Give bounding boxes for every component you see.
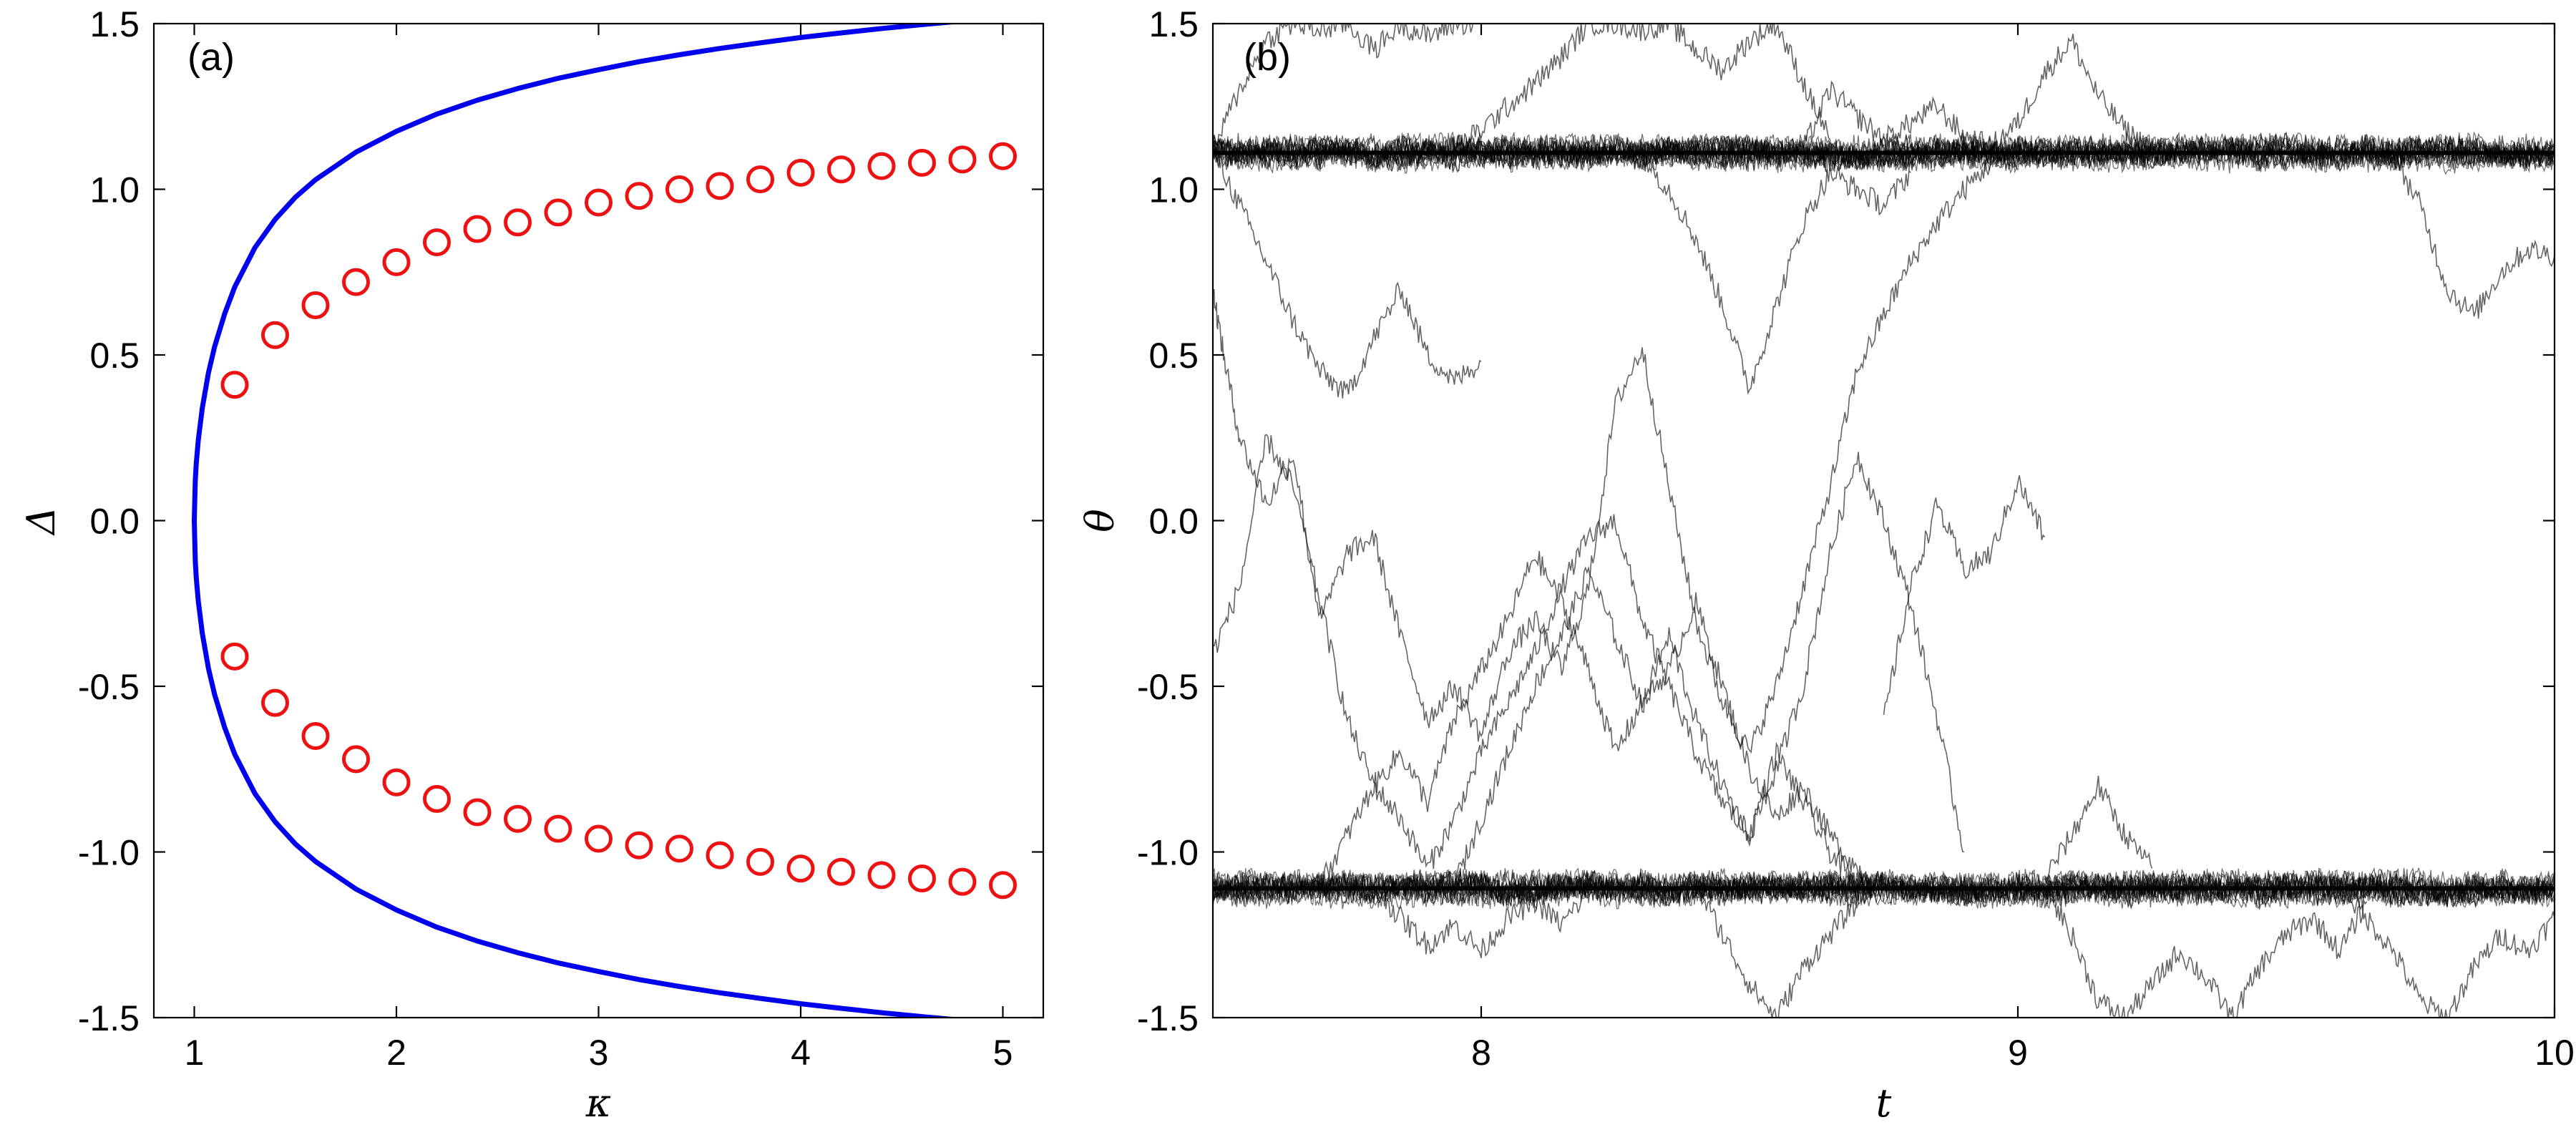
marker-upper	[261, 321, 289, 349]
trajectory	[1453, 565, 1885, 893]
marker-upper	[342, 268, 370, 296]
marker-upper	[544, 198, 572, 227]
marker-upper	[625, 182, 653, 210]
x-tick-label: 3	[589, 1033, 609, 1073]
marker-upper	[706, 172, 734, 200]
marker-upper	[504, 208, 532, 237]
x-tick-label: 1	[185, 1033, 205, 1073]
trajectory	[1373, 886, 1589, 958]
y-tick-label: -0.5	[1137, 667, 1199, 707]
marker-upper	[827, 155, 855, 184]
marker-upper	[908, 148, 936, 177]
marker-lower	[301, 721, 330, 750]
y-tick-label: -1.0	[1137, 833, 1199, 873]
panel-a: 1 2 3 4 5 -1.5 -1.0 -0.5 0.0 0.5 1.0 1.5 κ Δ (a)	[19, 4, 1045, 1126]
marker-lower	[706, 841, 734, 869]
trajectory-bundle	[1213, 135, 2555, 175]
marker-lower	[342, 745, 370, 774]
trajectory	[1802, 34, 2153, 156]
marker-lower	[827, 857, 855, 886]
marker-upper	[746, 165, 774, 194]
marker-upper	[463, 215, 492, 243]
y-tick-label: -1.5	[78, 998, 140, 1038]
plot-area	[1213, 24, 2555, 1018]
marker-upper	[786, 158, 815, 187]
y-tick-label: 0.5	[1148, 336, 1199, 376]
trajectory	[2339, 877, 2555, 1018]
marker-lower	[948, 867, 977, 896]
marker-upper	[382, 248, 411, 276]
trajectory	[1213, 147, 2046, 754]
y-tick-label: 1.5	[1148, 4, 1199, 44]
x-tick-label: 5	[993, 1033, 1013, 1073]
x-axis-title: t	[1876, 1081, 1892, 1126]
y-tick-label: 0.0	[89, 502, 140, 542]
trajectory	[1213, 24, 1481, 146]
x-tick-label: 9	[2008, 1033, 2028, 1073]
marker-lower	[786, 854, 815, 883]
trajectory	[1641, 152, 1911, 396]
x-tick-label: 4	[791, 1033, 811, 1073]
trajectory	[1695, 879, 1858, 1018]
trajectory-bundle	[1213, 867, 2555, 910]
marker-upper	[665, 175, 693, 203]
marker-lower	[261, 688, 289, 717]
y-axis-title: Δ	[19, 507, 64, 536]
marker-lower	[867, 861, 896, 890]
plot-frame	[1211, 22, 2556, 1019]
marker-lower	[908, 864, 936, 893]
marker-lower	[463, 798, 492, 827]
marker-lower	[220, 642, 249, 671]
y-axis-title: θ	[1078, 509, 1123, 532]
marker-lower	[423, 784, 451, 813]
marker-lower	[585, 824, 613, 853]
marker-lower	[625, 831, 653, 859]
marker-lower	[746, 847, 774, 876]
marker-lower	[989, 871, 1017, 900]
trajectory	[1319, 550, 1858, 895]
trajectory	[2044, 876, 2368, 1018]
marker-upper	[423, 228, 451, 257]
panel-label: (b)	[1244, 36, 1291, 79]
trajectory	[1213, 434, 1965, 869]
y-tick-label: -1.5	[1137, 998, 1199, 1038]
trajectory	[2044, 775, 2153, 884]
marker-lower	[665, 834, 693, 863]
marker-lower	[544, 814, 572, 843]
panel-label: (a)	[187, 36, 235, 79]
marker-upper	[867, 152, 896, 180]
y-tick-label: -1.0	[78, 833, 140, 873]
plot-frame	[152, 22, 1045, 1019]
y-tick-label: 1.0	[1148, 170, 1199, 210]
plot-area	[192, 24, 1017, 1018]
marker-upper	[948, 145, 977, 174]
x-axis-title: κ	[585, 1081, 611, 1126]
marker-lower	[504, 804, 532, 833]
x-tick-label: 2	[386, 1033, 406, 1073]
panel-b: 8 9 10 -1.5 -1.0 -0.5 0.0 0.5 1.0 1.5 t θ (b)	[1078, 4, 2575, 1126]
y-tick-label: 1.0	[89, 170, 140, 210]
marker-upper	[585, 188, 613, 217]
marker-upper	[989, 142, 1017, 170]
y-tick-label: 0.0	[1148, 502, 1199, 542]
trajectory	[1213, 144, 1482, 399]
trajectory	[1883, 475, 2046, 716]
x-tick-label: 8	[1471, 1033, 1491, 1073]
marker-lower	[382, 768, 411, 796]
marker-upper	[301, 291, 330, 320]
x-tick-label: 10	[2534, 1033, 2575, 1073]
y-tick-label: 0.5	[89, 336, 140, 376]
trajectory	[2393, 152, 2555, 319]
y-tick-label: 1.5	[89, 4, 140, 44]
stability-curve	[192, 24, 961, 1018]
y-tick-label: -0.5	[78, 667, 140, 707]
marker-upper	[220, 371, 249, 399]
trajectory-bundle	[1213, 867, 2555, 910]
